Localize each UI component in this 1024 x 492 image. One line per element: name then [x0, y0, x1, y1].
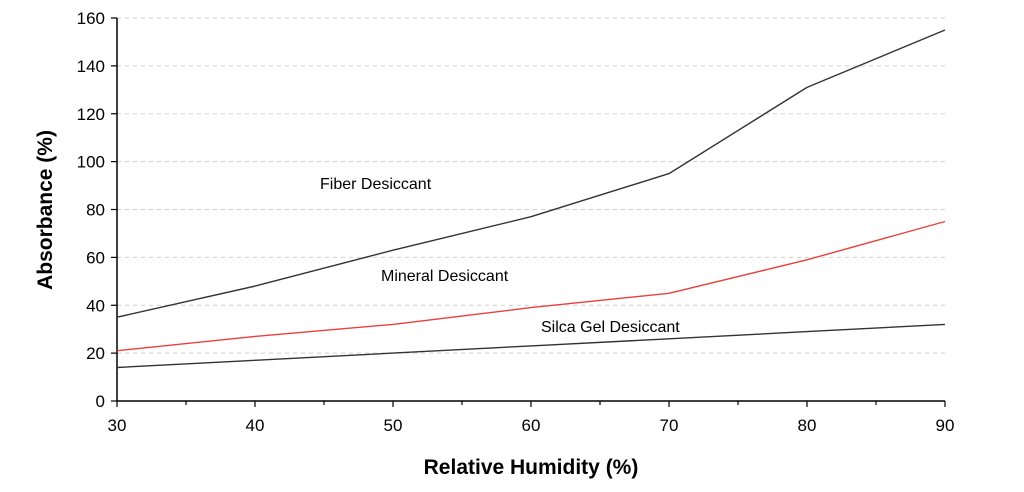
axes [111, 17, 946, 407]
series-label-silca-gel: Silca Gel Desiccant [541, 319, 680, 336]
x-tick-label: 30 [108, 416, 127, 435]
y-tick-label: 0 [96, 392, 105, 411]
gridlines [117, 17, 945, 354]
y-tick-label: 160 [77, 9, 105, 28]
y-tick-label: 100 [77, 153, 105, 172]
y-tick-label: 80 [86, 201, 105, 220]
series-labels: Fiber Desiccant Mineral Desiccant Silca … [320, 176, 680, 336]
x-tick-label: 60 [522, 416, 541, 435]
series-line-1 [116, 220, 946, 352]
series-label-fiber: Fiber Desiccant [320, 176, 432, 193]
x-tick-label: 80 [798, 416, 817, 435]
y-tick-label: 60 [86, 248, 105, 267]
series-label-mineral: Mineral Desiccant [381, 268, 509, 285]
series-lines [116, 29, 946, 369]
series-line-2 [116, 323, 946, 369]
series-line-0 [116, 29, 946, 318]
x-tick-label: 50 [384, 416, 403, 435]
x-axis-title: Relative Humidity (%) [424, 456, 639, 479]
y-tick-label: 20 [86, 344, 105, 363]
y-tick-label: 120 [77, 105, 105, 124]
y-tick-label: 40 [86, 296, 105, 315]
x-tick-label: 40 [246, 416, 265, 435]
x-tick-label: 90 [936, 416, 955, 435]
y-axis-title: Absorbance (%) [34, 130, 57, 290]
tick-labels: 0 20 40 60 80 100 120 140 160 30 40 50 60 70 80 90 [77, 9, 955, 435]
x-tick-label: 70 [660, 416, 679, 435]
y-tick-label: 140 [77, 57, 105, 76]
